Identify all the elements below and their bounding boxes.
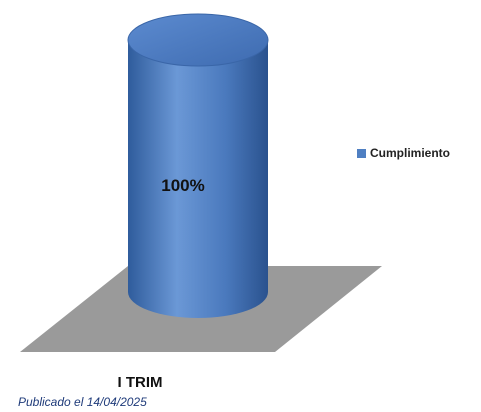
x-tick-label: I TRIM: [118, 374, 163, 391]
bar-i-trim-cumplimiento: [128, 40, 268, 318]
publication-date-note: Publicado el 14/04/2025: [18, 395, 147, 409]
data-label: 100%: [161, 176, 204, 195]
legend: Cumplimiento: [357, 146, 450, 160]
bar-top-cap: [127, 13, 269, 67]
bar-group: [127, 13, 269, 318]
legend-label: Cumplimiento: [370, 146, 450, 160]
legend-swatch: [357, 148, 366, 158]
